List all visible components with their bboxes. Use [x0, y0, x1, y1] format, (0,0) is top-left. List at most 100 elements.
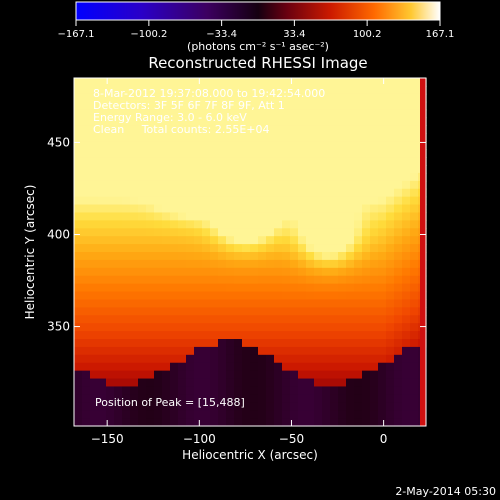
heatmap-cell — [274, 196, 283, 206]
heatmap-cell — [98, 180, 107, 190]
heatmap-cell — [138, 331, 147, 340]
heatmap-cell — [234, 315, 243, 324]
heatmap-cell — [106, 236, 115, 245]
heatmap-cell — [410, 117, 419, 127]
heatmap-cell — [170, 133, 179, 142]
heatmap-cell — [170, 291, 179, 301]
heatmap-cell — [250, 418, 259, 427]
heatmap-cell — [194, 204, 203, 214]
heatmap-cell — [314, 418, 323, 427]
heatmap-cell — [306, 418, 315, 427]
heatmap-cell — [186, 410, 195, 419]
heatmap-cell — [386, 362, 395, 372]
heatmap-cell — [290, 109, 299, 119]
x-axis-ticks: −150 −100 −50 0 — [91, 78, 387, 446]
heatmap-cell — [234, 188, 243, 198]
heatmap-cell — [226, 378, 235, 388]
heatmap-cell — [242, 252, 251, 261]
heatmap-cell — [322, 394, 331, 403]
heatmap-cell — [386, 165, 395, 174]
heatmap-cell — [290, 149, 299, 158]
heatmap-cell — [234, 133, 243, 142]
heatmap-cell — [282, 117, 291, 127]
heatmap-cell — [178, 125, 187, 134]
heatmap-cell — [314, 370, 323, 380]
heatmap-cell — [394, 267, 403, 277]
heatmap-cell — [202, 165, 211, 174]
heatmap-cell — [258, 204, 267, 214]
heatmap-cell — [130, 275, 139, 285]
heatmap-cell — [114, 252, 123, 261]
heatmap-cell — [106, 172, 115, 182]
heatmap-cell — [90, 204, 99, 214]
heatmap-cell — [106, 109, 115, 119]
heatmap-cell — [346, 291, 355, 301]
heatmap-cell — [90, 149, 99, 158]
heatmap-cell — [234, 212, 243, 221]
heatmap-cell — [138, 125, 147, 134]
heatmap-cell — [274, 299, 283, 308]
heatmap-cell — [218, 354, 227, 364]
heatmap-cell — [202, 267, 211, 277]
heatmap-cell — [82, 307, 91, 316]
heatmap-cell — [314, 157, 323, 166]
heatmap-cell — [354, 220, 363, 229]
heatmap-cell — [314, 402, 323, 411]
heatmap-cell — [274, 275, 283, 285]
heatmap-cell — [346, 275, 355, 285]
heatmap-cell — [122, 331, 131, 340]
heatmap-cell — [114, 291, 123, 301]
heatmap-cell — [306, 354, 315, 364]
heatmap-cell — [90, 346, 99, 356]
heatmap-cell — [250, 133, 259, 142]
heatmap-cell — [394, 291, 403, 301]
heatmap-cell — [290, 133, 299, 142]
heatmap-cell — [154, 244, 163, 253]
heatmap-cell — [154, 133, 163, 142]
heatmap-cell — [146, 133, 155, 142]
heatmap-cell — [90, 236, 99, 245]
heatmap-cell — [98, 141, 107, 150]
heatmap-cell — [290, 362, 299, 372]
heatmap-cell — [258, 244, 267, 253]
heatmap-cell — [74, 299, 83, 308]
heatmap-cell — [378, 370, 387, 380]
heatmap-cell — [370, 386, 379, 395]
heatmap-cell — [306, 259, 315, 269]
heatmap-cell — [394, 165, 403, 174]
heatmap-cell — [226, 149, 235, 158]
heatmap-cell — [154, 370, 163, 380]
heatmap-cell — [386, 125, 395, 134]
heatmap-cell — [290, 259, 299, 269]
heatmap-cell — [250, 149, 259, 158]
heatmap-cell — [210, 85, 219, 95]
heatmap-cell — [330, 220, 339, 229]
heatmap-cell — [114, 85, 123, 95]
heatmap-cell — [410, 331, 419, 340]
heatmap-cell — [210, 354, 219, 364]
heatmap-cell — [90, 315, 99, 324]
heatmap-cell — [178, 354, 187, 364]
heatmap-cell — [138, 418, 147, 427]
heatmap-cell — [162, 141, 171, 150]
heatmap-cell — [378, 85, 387, 95]
heatmap-cell — [402, 315, 411, 324]
heatmap-cell — [202, 180, 211, 190]
heatmap-cell — [82, 78, 91, 87]
heatmap-cell — [130, 299, 139, 308]
heatmap-cell — [282, 354, 291, 364]
heatmap-cell — [122, 93, 131, 103]
heatmap-cell — [210, 228, 219, 237]
heatmap-cell — [210, 346, 219, 356]
heatmap-cell — [282, 172, 291, 182]
heatmap-cell — [130, 291, 139, 301]
heatmap-cell — [226, 141, 235, 150]
heatmap-cell — [98, 410, 107, 419]
heatmap-cell — [130, 354, 139, 364]
heatmap-cell — [186, 220, 195, 229]
heatmap-cell — [98, 157, 107, 166]
heatmap-cell — [74, 386, 83, 395]
heatmap-cell — [82, 323, 91, 332]
heatmap-cell — [306, 331, 315, 340]
heatmap-cell — [202, 362, 211, 372]
